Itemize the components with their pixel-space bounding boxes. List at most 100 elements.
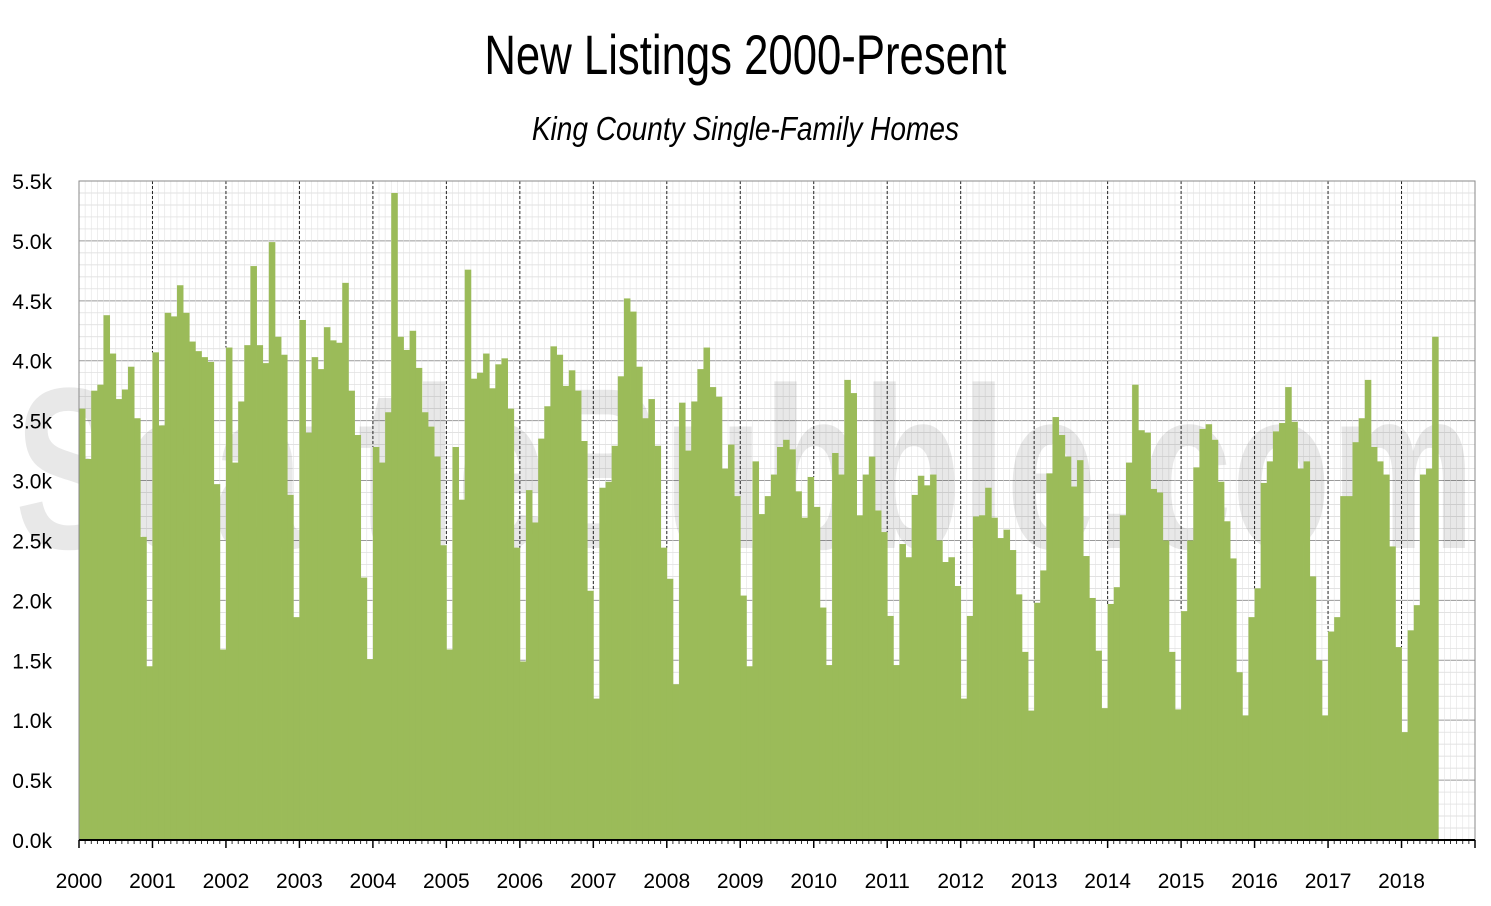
- bar: [593, 698, 600, 840]
- bar: [219, 649, 227, 840]
- bar: [1083, 556, 1090, 840]
- bar: [1187, 540, 1194, 840]
- bar: [770, 474, 778, 840]
- bar: [1046, 473, 1053, 840]
- bar: [1291, 421, 1298, 840]
- bar: [1254, 588, 1262, 840]
- bar: [1119, 515, 1127, 840]
- bar: [838, 474, 845, 840]
- x-tick-label: 2017: [1305, 870, 1352, 893]
- bar: [109, 353, 117, 840]
- bar: [1168, 651, 1176, 840]
- bar: [1377, 461, 1384, 840]
- bar: [434, 456, 441, 840]
- bar: [801, 517, 809, 840]
- bar: [587, 590, 594, 840]
- bar: [121, 389, 129, 840]
- bar: [679, 402, 686, 840]
- bar: [1389, 546, 1396, 840]
- bar: [507, 408, 515, 840]
- bar: [979, 515, 986, 840]
- bar: [1395, 647, 1402, 840]
- bar: [281, 354, 288, 840]
- bar: [152, 352, 159, 840]
- bar: [287, 494, 294, 840]
- bar: [513, 547, 521, 840]
- bar: [409, 330, 417, 840]
- bar: [1401, 732, 1409, 840]
- bar: [752, 461, 760, 840]
- bar: [1248, 617, 1255, 840]
- bar: [844, 379, 851, 840]
- bar: [495, 364, 502, 840]
- bar: [685, 450, 692, 840]
- bar: [1352, 442, 1360, 840]
- bar: [1113, 587, 1121, 840]
- bar: [654, 445, 662, 840]
- bar: [372, 446, 380, 840]
- bar: [709, 387, 717, 840]
- bar: [807, 476, 815, 840]
- x-tick-label: 2009: [717, 870, 764, 893]
- bar: [452, 446, 460, 840]
- bar: [1236, 672, 1243, 840]
- bar: [605, 481, 613, 840]
- bar: [366, 659, 374, 840]
- bar: [525, 490, 533, 840]
- bar: [966, 615, 974, 840]
- bar: [1034, 602, 1041, 840]
- bar: [1340, 496, 1347, 840]
- y-tick-label: 5.0k: [12, 231, 52, 254]
- bar: [1064, 456, 1072, 840]
- bar: [721, 468, 729, 840]
- bar: [666, 578, 674, 840]
- bar: [1107, 603, 1115, 840]
- x-tick-label: 2014: [1084, 870, 1131, 893]
- bar: [1321, 715, 1329, 840]
- bar: [1328, 631, 1335, 840]
- chart-title: New Listings 2000-Present: [484, 23, 1007, 86]
- bar: [532, 522, 539, 840]
- x-tick-label: 2012: [937, 870, 984, 893]
- bar: [195, 351, 202, 840]
- bar: [1162, 540, 1170, 840]
- bar: [1132, 384, 1139, 840]
- bar: [489, 388, 496, 840]
- bar: [1095, 650, 1102, 840]
- bar: [1432, 336, 1439, 840]
- bar: [948, 557, 955, 840]
- bar: [972, 516, 980, 840]
- bar: [201, 357, 208, 840]
- bar: [483, 353, 490, 840]
- bar: [991, 517, 998, 840]
- bar: [544, 406, 551, 840]
- bar: [856, 515, 864, 840]
- bar: [1101, 708, 1109, 840]
- bar: [323, 327, 331, 840]
- bar: [881, 532, 888, 840]
- bar: [740, 595, 747, 840]
- bar: [85, 458, 92, 840]
- bar: [795, 491, 802, 840]
- bar: [1058, 435, 1066, 840]
- bar: [428, 426, 435, 840]
- bar: [1383, 474, 1390, 840]
- bar: [1272, 431, 1280, 840]
- bar: [868, 456, 876, 840]
- bar: [274, 336, 282, 840]
- bar: [764, 496, 772, 840]
- y-tick-label: 5.5k: [12, 171, 52, 194]
- bar: [1407, 630, 1415, 840]
- bar: [115, 399, 123, 840]
- bar: [825, 665, 833, 840]
- bar: [703, 347, 711, 840]
- bar: [691, 401, 698, 840]
- bar: [440, 545, 447, 840]
- bar: [538, 438, 545, 840]
- bar: [960, 698, 968, 840]
- bar: [299, 319, 306, 840]
- x-tick-label: 2010: [790, 870, 837, 893]
- y-tick-label: 2.5k: [12, 530, 52, 553]
- bar: [746, 666, 753, 840]
- bar: [146, 666, 153, 840]
